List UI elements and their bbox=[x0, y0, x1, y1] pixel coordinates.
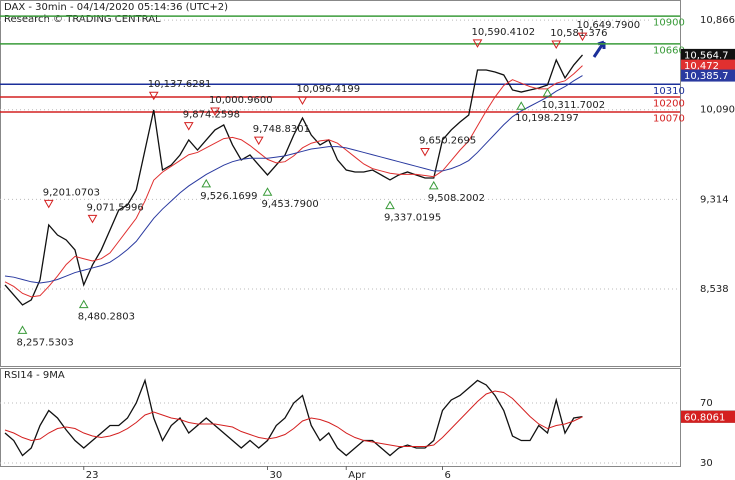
low-marker bbox=[201, 178, 212, 188]
high-label: 10,137.6281 bbox=[148, 79, 212, 90]
high-label: 10,000.9600 bbox=[209, 95, 273, 106]
series-line bbox=[4, 65, 583, 298]
high-label: 9,650.2695 bbox=[419, 136, 476, 147]
low-label: 10,311.7002 bbox=[542, 100, 606, 111]
rsi-title: RSI14 - 9MA bbox=[4, 370, 65, 381]
high-label: 10,096.4199 bbox=[297, 84, 361, 95]
chart-subtitle: Research © TRADING CENTRAL bbox=[4, 14, 161, 25]
x-tick-label: Apr bbox=[348, 470, 366, 480]
last-value-label: 10,385.7 bbox=[684, 71, 729, 82]
series-line bbox=[4, 54, 583, 306]
x-tick-label: 23 bbox=[86, 470, 99, 480]
y-tick-label: 10,866 bbox=[700, 15, 735, 26]
price-panel bbox=[0, 0, 681, 367]
high-marker bbox=[577, 32, 588, 42]
rsi-panel bbox=[0, 368, 681, 467]
high-label: 9,071.5996 bbox=[87, 202, 144, 213]
y-tick-label: 30 bbox=[700, 458, 713, 469]
high-label: 10,590.4102 bbox=[472, 27, 536, 38]
last-value-box bbox=[681, 410, 735, 423]
low-label: 8,480.2803 bbox=[78, 312, 135, 323]
low-label: 9,337.0195 bbox=[384, 213, 441, 224]
low-label: 9,526.1699 bbox=[200, 191, 257, 202]
low-marker bbox=[542, 88, 553, 97]
y-tick-label: 10,090 bbox=[700, 105, 735, 116]
low-marker bbox=[78, 299, 89, 309]
high-marker bbox=[210, 107, 220, 117]
low-marker bbox=[428, 180, 439, 190]
series-line bbox=[4, 390, 583, 448]
high-marker bbox=[420, 148, 430, 157]
level-label: 10070 bbox=[653, 114, 685, 125]
y-tick-label: 70 bbox=[700, 398, 713, 409]
low-marker bbox=[516, 101, 527, 110]
level-label: 10900 bbox=[653, 18, 685, 29]
low-label: 9,453.7900 bbox=[262, 199, 319, 210]
series-line bbox=[4, 75, 583, 284]
level-box bbox=[650, 113, 680, 125]
low-marker bbox=[385, 200, 395, 210]
low-marker bbox=[262, 187, 273, 196]
series-line bbox=[4, 378, 583, 457]
level-label: 10660 bbox=[653, 45, 685, 56]
last-value-label: 60.8061 bbox=[684, 412, 725, 423]
level-box bbox=[650, 44, 680, 56]
level-box bbox=[650, 17, 680, 29]
level-label: 10200 bbox=[653, 99, 685, 110]
y-tick-label: 8,538 bbox=[700, 284, 729, 295]
last-value-box bbox=[681, 48, 735, 61]
x-tick-label: 6 bbox=[445, 470, 451, 480]
level-box bbox=[650, 98, 680, 110]
y-tick-label: 9,314 bbox=[700, 194, 729, 205]
high-marker bbox=[472, 39, 483, 48]
high-label: 9,874.2598 bbox=[183, 110, 240, 121]
level-box bbox=[650, 85, 680, 97]
low-label: 9,508.2002 bbox=[428, 193, 485, 204]
high-marker bbox=[297, 96, 308, 105]
chart-title: DAX - 30min - 04/14/2020 05:14:36 (UTC+2… bbox=[4, 2, 228, 13]
high-marker bbox=[87, 214, 98, 224]
level-label: 10310 bbox=[653, 86, 685, 97]
last-value-box bbox=[681, 69, 735, 82]
last-value-box bbox=[681, 59, 735, 72]
last-value-label: 10,472 bbox=[684, 61, 719, 72]
high-marker bbox=[551, 40, 562, 49]
last-value-label: 10,564.7 bbox=[684, 50, 729, 61]
high-marker bbox=[253, 136, 264, 146]
low-label: 8,257.5303 bbox=[17, 337, 74, 348]
high-label: 9,201.0703 bbox=[43, 187, 100, 198]
x-tick-label: 30 bbox=[270, 470, 283, 480]
high-marker bbox=[43, 199, 54, 209]
high-marker bbox=[183, 122, 194, 131]
high-marker bbox=[148, 91, 159, 101]
low-label: 10,198.2197 bbox=[515, 113, 579, 124]
low-marker bbox=[17, 325, 28, 334]
high-label: 10,649.7900 bbox=[577, 20, 641, 31]
high-label: 9,748.8301 bbox=[253, 124, 310, 135]
